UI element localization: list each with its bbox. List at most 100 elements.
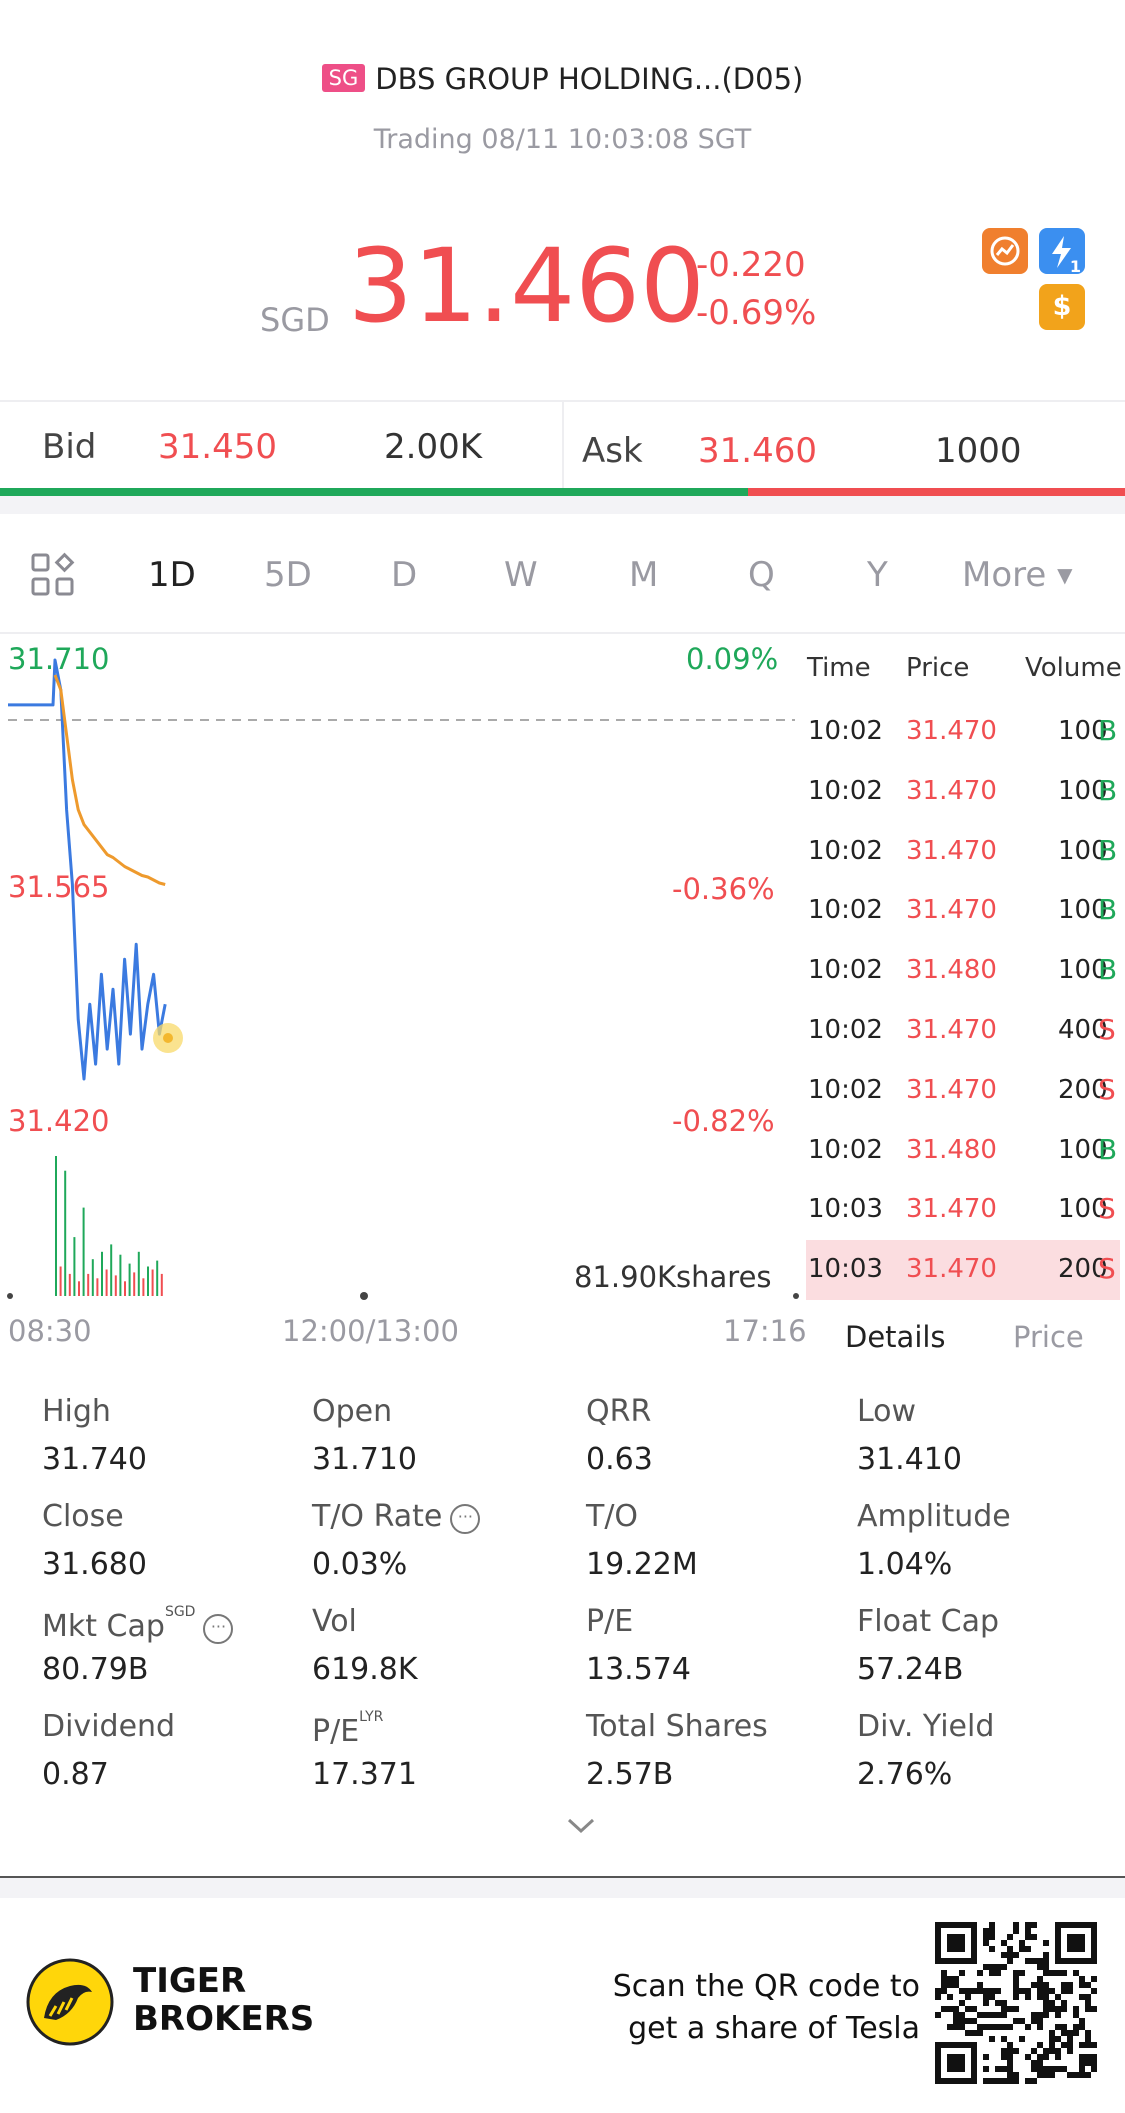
chart-high-label: 31.710 (8, 642, 110, 676)
stat-label-text: T/O Rate (312, 1499, 443, 1534)
stat-value: 57.24B (857, 1652, 964, 1687)
trade-row: 10:03 31.470 100 S (806, 1180, 1120, 1240)
stock-name: DBS GROUP HOLDING...(D05) (375, 62, 804, 96)
trade-volume: 100 (1058, 1194, 1108, 1225)
trades-header-price: Price (906, 653, 970, 683)
more-info-icon[interactable]: ··· (450, 1504, 481, 1534)
avg-price-line (53, 674, 166, 886)
promo-text: Scan the QR code to get a share of Tesla (560, 1966, 920, 2050)
volume-label: 81.90Kshares (574, 1260, 772, 1294)
trade-time: 10:02 (808, 775, 883, 806)
trade-side: S (1098, 1072, 1116, 1106)
stat-label: Float Cap (857, 1604, 999, 1639)
flash-badge: 1 (1069, 257, 1081, 276)
ask-price: 31.460 (698, 431, 817, 471)
trade-side: S (1098, 1252, 1116, 1286)
trading-status: Trading 08/11 10:03:08 SGT (373, 124, 752, 155)
brand-line-2: BROKERS (133, 1999, 315, 2039)
volume-bar (156, 1260, 159, 1296)
divider (0, 400, 1125, 402)
tab-y[interactable]: Y (867, 555, 888, 595)
bid-price: 31.450 (158, 427, 277, 467)
stat-value: 0.63 (586, 1442, 653, 1477)
tab-details[interactable]: Details (845, 1320, 946, 1354)
trade-volume: 200 (1058, 1254, 1108, 1285)
volume-bar (124, 1281, 126, 1296)
more-info-icon[interactable]: ··· (203, 1614, 234, 1644)
stat-sup: SGD (164, 1604, 196, 1620)
stat-value: 2.76% (857, 1757, 953, 1792)
trade-price: 31.470 (906, 1194, 997, 1225)
trade-time: 10:02 (808, 955, 883, 986)
trade-volume: 400 (1058, 1015, 1108, 1045)
trade-side: B (1098, 1132, 1118, 1166)
stat-label-text: Mkt Cap (42, 1609, 165, 1644)
tab-price[interactable]: Price (1013, 1320, 1084, 1354)
time-start: 08:30 (8, 1314, 92, 1348)
tab-5d[interactable]: 5D (264, 555, 312, 595)
trade-side: B (1098, 714, 1118, 747)
section-gap (0, 496, 1125, 514)
tab-q[interactable]: Q (748, 555, 775, 595)
stat-sup: LYR (359, 1709, 384, 1725)
trade-time: 10:02 (808, 895, 883, 926)
stat-label: Open (312, 1394, 392, 1429)
stat-value: 0.03% (312, 1547, 408, 1582)
stat-label: QRR (586, 1394, 651, 1429)
tab-m[interactable]: M (629, 555, 659, 595)
stat-label-text: Close (42, 1499, 124, 1534)
dollar-icon[interactable]: $ (1039, 284, 1085, 330)
trade-time: 10:03 (808, 1254, 883, 1285)
volume-bar (151, 1269, 154, 1296)
trade-time: 10:02 (808, 1074, 883, 1105)
volume-bar (68, 1273, 71, 1296)
stat-label: Amplitude (857, 1499, 1011, 1534)
volume-bar (78, 1281, 80, 1296)
trade-row: 10:02 31.470 100 B (806, 762, 1120, 822)
trade-volume: 100 (1058, 775, 1108, 806)
axis-dot (7, 1293, 13, 1299)
stat-label: Vol (312, 1604, 357, 1639)
footer-divider (0, 1876, 1125, 1878)
trade-price: 31.480 (906, 1134, 997, 1165)
tab-more-label: More (962, 555, 1047, 595)
stat-label: Div. Yield (857, 1709, 994, 1744)
stat-value: 13.574 (586, 1652, 691, 1687)
trade-row: 10:02 31.480 100 B (806, 941, 1120, 1001)
trade-price: 31.470 (906, 1254, 997, 1285)
tab-d[interactable]: D (391, 555, 418, 595)
stat-value: 1.04% (857, 1547, 953, 1582)
chart-layout-icon[interactable] (30, 552, 76, 602)
trade-row: 10:02 31.470 200 S (806, 1061, 1120, 1121)
trade-row: 10:03 31.470 200 S (806, 1240, 1120, 1301)
footer-gap (0, 1878, 1125, 1898)
tiger-logo-icon (26, 1958, 114, 2050)
trade-time: 10:02 (808, 1134, 883, 1165)
volume-bar (96, 1278, 99, 1296)
stat-label-text: Total Shares (586, 1709, 768, 1744)
trade-row: 10:02 31.470 100 B (806, 881, 1120, 941)
trade-price: 31.470 (906, 895, 997, 926)
chart-high-pct: 0.09% (686, 642, 779, 676)
trades-header-time: Time (807, 653, 871, 683)
stat-label-text: QRR (586, 1394, 652, 1429)
flash-trade-icon[interactable]: 1 (1039, 228, 1085, 276)
volume-bar (55, 1156, 57, 1296)
stat-label: Dividend (42, 1709, 175, 1744)
intraday-chart[interactable] (0, 640, 800, 1300)
tab-1d[interactable]: 1D (148, 555, 196, 595)
volume-bar (82, 1207, 85, 1296)
price-change-pct: -0.69% (696, 293, 817, 333)
ask-size: 1000 (935, 431, 1022, 471)
trade-time: 10:02 (808, 716, 883, 746)
tab-w[interactable]: W (504, 555, 538, 595)
chart-swap-icon[interactable] (982, 228, 1028, 274)
chart-mid-label: 31.565 (8, 870, 110, 904)
tab-more[interactable]: More ▼ (962, 555, 1073, 595)
stat-label-text: P/E (312, 1714, 360, 1749)
volume-bar (142, 1278, 145, 1296)
trade-time: 10:02 (808, 835, 883, 866)
trade-volume: 100 (1058, 1134, 1108, 1165)
stat-value: 31.740 (42, 1442, 147, 1477)
chevron-down-icon[interactable] (566, 1816, 596, 1840)
